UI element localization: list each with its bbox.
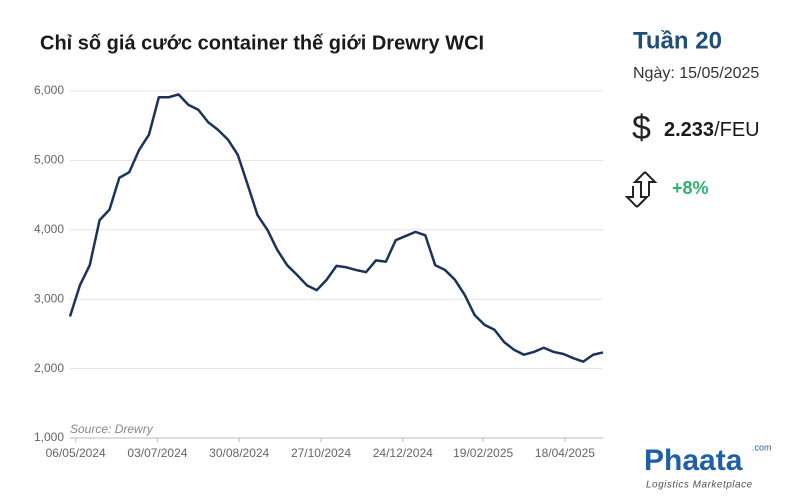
y-tick-label: 3,000 <box>34 291 64 305</box>
price: 2.233 <box>664 119 714 141</box>
y-tick-label: 2,000 <box>34 361 64 375</box>
currency-icon: $ <box>632 109 651 147</box>
y-tick-label: 6,000 <box>34 83 64 97</box>
y-tick-label: 5,000 <box>34 153 64 167</box>
x-tick-label: 19/02/2025 <box>453 446 513 460</box>
date: Ngày: 15/05/2025 <box>633 65 759 82</box>
line-series <box>68 93 604 363</box>
x-tick-label: 18/04/2025 <box>535 446 595 460</box>
source: Source: Drewry <box>70 422 154 436</box>
y-tick-label: 4,000 <box>34 222 64 236</box>
x-tick-label: 24/12/2024 <box>373 446 433 460</box>
change: +8% <box>672 178 709 198</box>
x-tick-label: 27/10/2024 <box>291 446 351 460</box>
logo-name: Phaata <box>644 444 743 477</box>
x-tick-label: 30/08/2024 <box>209 446 269 460</box>
change-icon <box>624 171 658 208</box>
unit: /FEU <box>714 119 760 141</box>
logo-domain: .com <box>752 442 772 452</box>
x-tick-label: 06/05/2024 <box>46 446 106 460</box>
price-line: 2.233/FEU <box>664 119 760 141</box>
y-tick-label: 1,000 <box>34 430 64 444</box>
chart-title: Chỉ số giá cước container thế giới Drewr… <box>40 32 484 54</box>
x-tick-label: 03/07/2024 <box>127 446 187 460</box>
week: Tuần 20 <box>633 27 722 54</box>
logo-tagline: Logistics Marketplace <box>646 480 753 491</box>
